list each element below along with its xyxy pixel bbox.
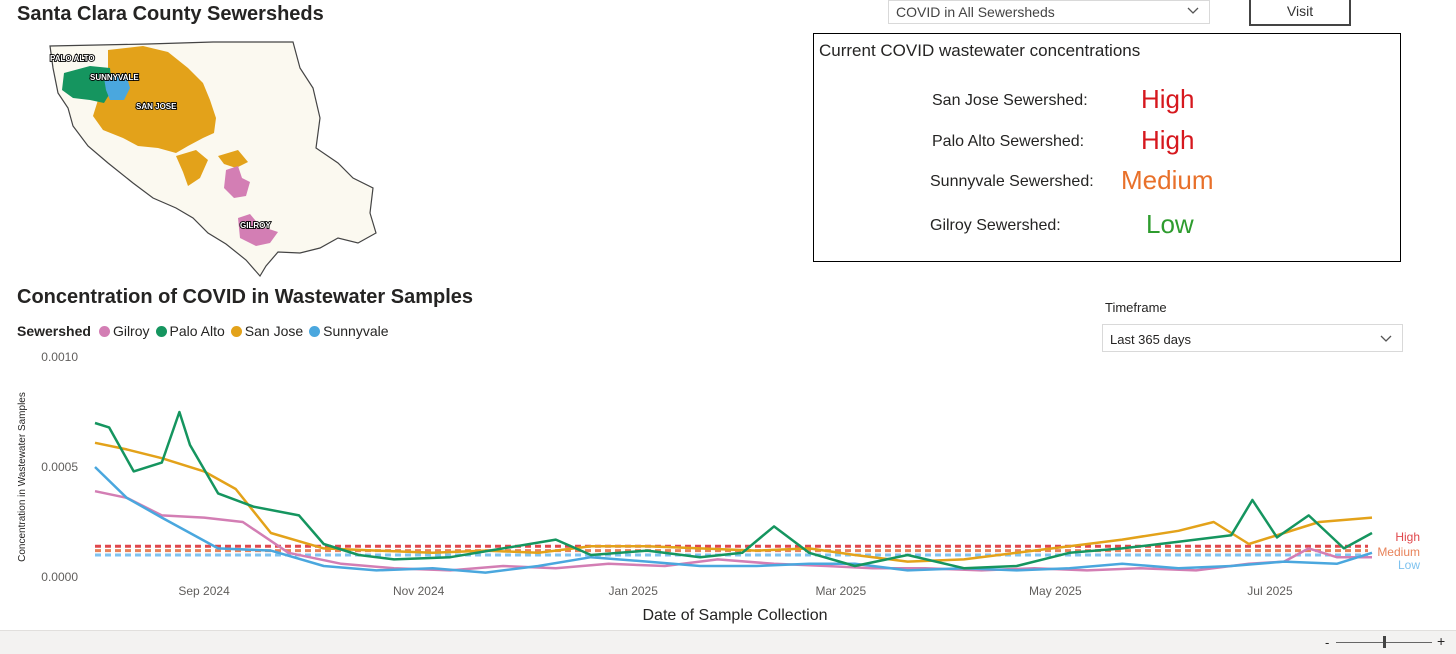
gilroy-level: Low xyxy=(1146,209,1194,239)
legend-title: Sewershed xyxy=(17,323,91,339)
palo-alto-sewershed-label: Palo Alto Sewershed: xyxy=(932,133,1085,150)
x-tick-label: Jul 2025 xyxy=(1247,584,1293,598)
chart-title: Concentration of COVID in Wastewater Sam… xyxy=(17,286,474,308)
sunnyvale-region[interactable] xyxy=(104,74,130,100)
concentration-panel-title: Current COVID wastewater concentrations xyxy=(819,41,1141,60)
legend-dot-gilroy xyxy=(98,325,110,337)
gilroy-region[interactable] xyxy=(238,214,278,246)
threshold-label-low: Low xyxy=(1398,558,1420,572)
concentration-panel: Current COVID wastewater concentrations … xyxy=(813,33,1401,262)
zoom-out-button[interactable]: - xyxy=(1325,635,1330,650)
san-jose-south-region[interactable] xyxy=(176,150,248,186)
line-chart[interactable]: 0.0000 0.0005 0.0010 Sep 2024 Nov 2024 Jan 2… xyxy=(0,345,1456,630)
map-label-sunnyvale: SUNNYVALE xyxy=(90,73,139,82)
legend-label-palo-alto: Palo Alto xyxy=(169,323,225,339)
san-jose-region[interactable] xyxy=(93,46,216,153)
zoom-slider-handle[interactable] xyxy=(1383,636,1386,648)
legend-label-sunnyvale: Sunnyvale xyxy=(323,323,389,339)
x-tick-label: Mar 2025 xyxy=(815,584,866,598)
gilroy-sewershed-label: Gilroy Sewershed: xyxy=(930,217,1061,234)
y-tick-label: 0.0000 xyxy=(41,570,78,584)
series-line-palo-alto[interactable] xyxy=(94,410,1373,570)
chevron-down-icon xyxy=(1187,7,1199,14)
chart-legend: Sewershed Gilroy Palo Alto San Jose Sunn… xyxy=(17,323,395,339)
x-axis-label: Date of Sample Collection xyxy=(643,607,828,624)
y-axis-label: Concentration in Wastewater Samples xyxy=(17,392,28,562)
y-tick-label: 0.0005 xyxy=(41,460,78,474)
x-tick-label: Sep 2024 xyxy=(178,584,230,598)
series-line-sunnyvale[interactable] xyxy=(94,466,1373,574)
legend-item-sunnyvale[interactable]: Sunnyvale xyxy=(309,323,389,339)
legend-label-gilroy: Gilroy xyxy=(112,323,150,339)
legend-dot-san-jose xyxy=(230,325,242,337)
legend-item-san-jose[interactable]: San Jose xyxy=(230,323,304,339)
san-jose-level: High xyxy=(1141,84,1195,114)
x-tick-label: May 2025 xyxy=(1029,584,1082,598)
timeframe-label: Timeframe xyxy=(1105,300,1167,315)
map-label-gilroy: GILROY xyxy=(240,221,271,230)
map-label-palo-alto: PALO ALTO xyxy=(50,54,95,63)
legend-item-palo-alto[interactable]: Palo Alto xyxy=(155,323,225,339)
x-tick-label: Nov 2024 xyxy=(393,584,445,598)
y-tick-label: 0.0010 xyxy=(41,350,78,364)
series-line-san-jose[interactable] xyxy=(94,441,1373,563)
legend-label-san-jose: San Jose xyxy=(244,323,304,339)
x-tick-label: Jan 2025 xyxy=(609,584,659,598)
palo-alto-level: High xyxy=(1141,125,1195,155)
sunnyvale-sewershed-label: Sunnyvale Sewershed: xyxy=(930,173,1094,190)
timeframe-value: Last 365 days xyxy=(1110,332,1191,347)
legend-item-gilroy[interactable]: Gilroy xyxy=(98,323,150,339)
threshold-label-medium: Medium xyxy=(1377,545,1420,559)
palo-alto-region[interactable] xyxy=(62,66,112,103)
chevron-down-icon xyxy=(1380,335,1392,342)
status-bar: - + xyxy=(0,630,1456,654)
san-jose-sewershed-label: San Jose Sewershed: xyxy=(932,92,1088,109)
coyote-region[interactable] xyxy=(224,166,250,198)
visit-button[interactable]: Visit xyxy=(1249,0,1351,26)
legend-dot-palo-alto xyxy=(155,325,167,337)
measure-dropdown-value: COVID in All Sewersheds xyxy=(896,4,1055,20)
sewershed-map[interactable]: PALO ALTO SUNNYVALE SAN JOSE GILROY xyxy=(38,38,383,278)
map-label-san-jose: SAN JOSE xyxy=(136,102,177,111)
map-title: Santa Clara County Sewersheds xyxy=(17,3,324,25)
measure-dropdown[interactable]: COVID in All Sewersheds xyxy=(888,0,1210,24)
legend-dot-sunnyvale xyxy=(309,325,321,337)
threshold-label-high: High xyxy=(1395,530,1420,544)
sunnyvale-level: Medium xyxy=(1121,165,1214,195)
timeframe-dropdown[interactable]: Last 365 days xyxy=(1102,324,1403,352)
zoom-in-button[interactable]: + xyxy=(1437,633,1446,649)
